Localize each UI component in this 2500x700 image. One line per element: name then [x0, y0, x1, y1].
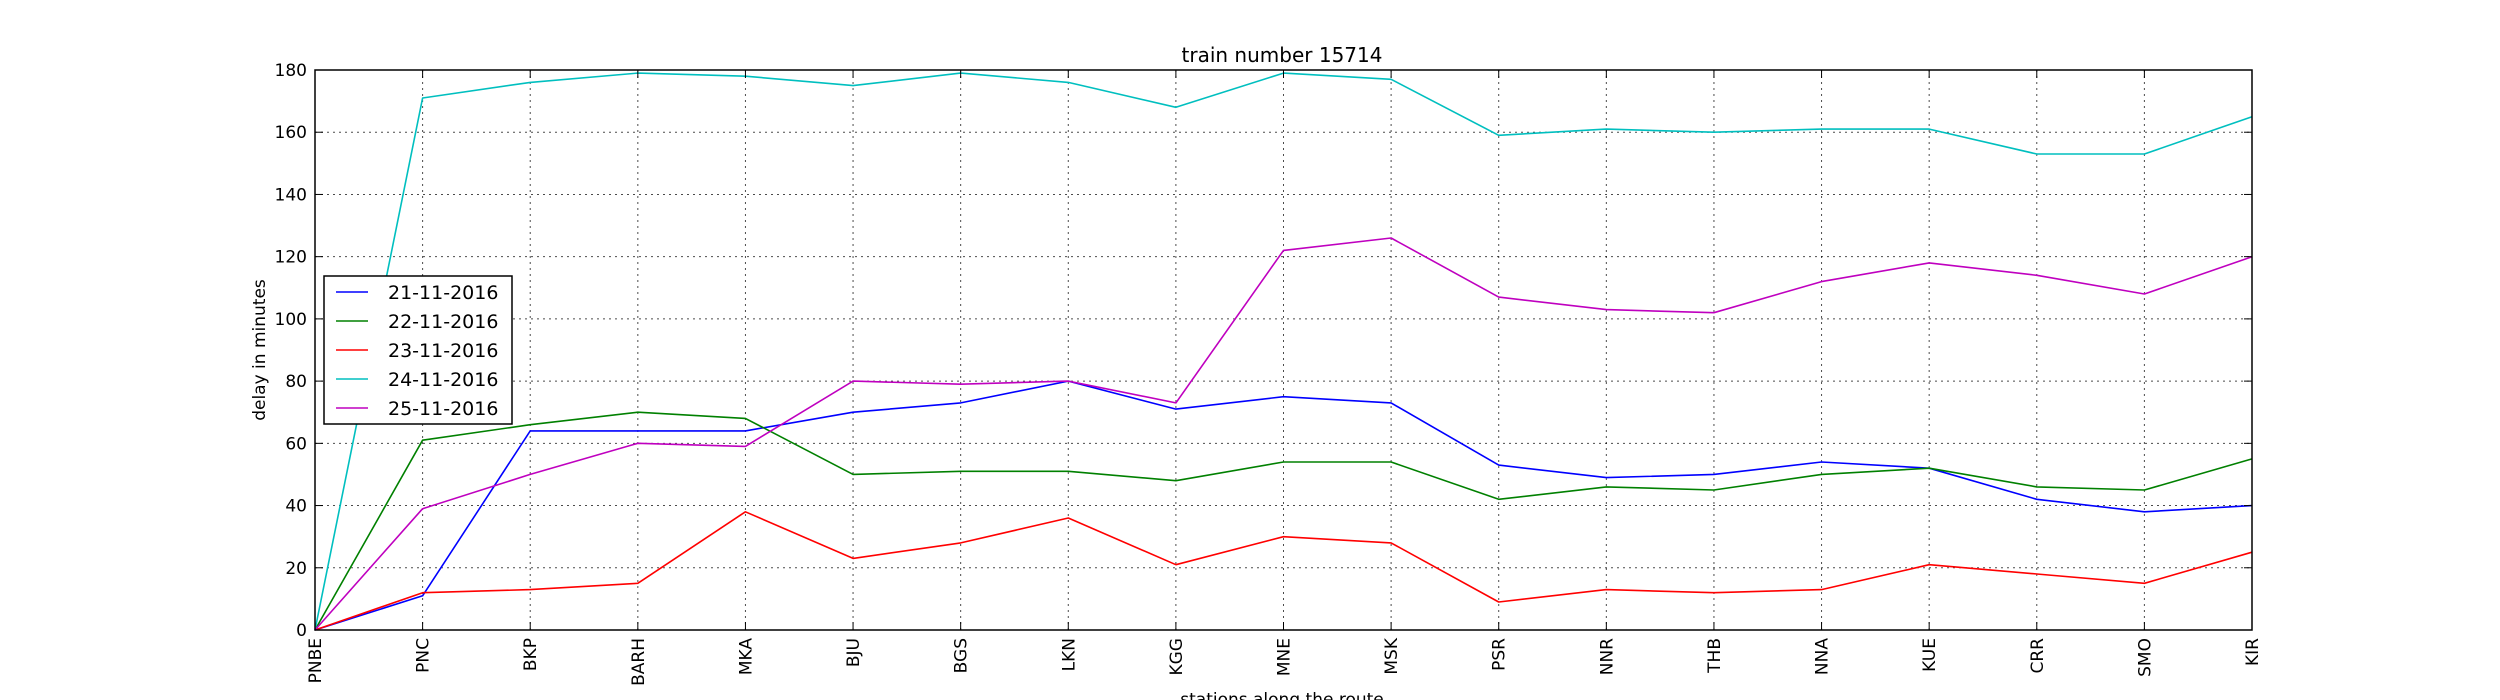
y-tick-label: 0 [296, 621, 307, 641]
x-tick-label: MKA [736, 638, 756, 676]
y-tick-label: 120 [275, 248, 307, 268]
x-tick-label: PNC [414, 638, 434, 673]
series-layer [314, 72, 2253, 631]
legend-label: 21-11-2016 [388, 282, 498, 304]
y-axis-label: delay in minutes [250, 279, 270, 421]
y-tick-label: 60 [285, 434, 307, 454]
x-tick-label: CRR [2028, 638, 2048, 674]
x-tick-label: KIR [2243, 638, 2263, 666]
x-tick-label: NNR [1597, 638, 1617, 675]
x-tick-label: SMO [2135, 638, 2155, 677]
legend-label: 22-11-2016 [388, 311, 498, 333]
y-tick-label: 160 [275, 123, 307, 143]
x-axis-label: stations along the route [1180, 690, 1384, 700]
y-tick-label: 40 [285, 497, 307, 517]
x-tick-label: PNBE [306, 638, 326, 683]
x-tick-label: NNA [1813, 638, 1833, 675]
series-line-22-11-2016 [314, 411, 2253, 631]
y-tick-label: 80 [285, 372, 307, 392]
y-tick-label: 180 [275, 61, 307, 81]
x-tick-label: MNE [1275, 638, 1295, 676]
x-tick-label: KGG [1167, 638, 1187, 676]
x-tick-label: THB [1705, 638, 1725, 674]
x-tick-label: BJU [844, 638, 864, 667]
series-line-23-11-2016 [314, 510, 2253, 631]
x-tick-label: PSR [1490, 638, 1510, 671]
x-tick-label: BGS [952, 638, 972, 673]
x-tick-label: MSK [1382, 637, 1402, 674]
legend-label: 24-11-2016 [388, 369, 498, 391]
grid-layer [314, 69, 2253, 631]
x-tick-label: BARH [629, 638, 649, 686]
x-tick-label: KUE [1920, 638, 1940, 672]
x-tick-label: BKP [521, 638, 541, 671]
legend-label: 23-11-2016 [388, 340, 498, 362]
y-tick-label: 140 [275, 185, 307, 205]
series-line-25-11-2016 [314, 237, 2253, 631]
x-tick-label: LKN [1059, 638, 1079, 671]
chart-title: train number 15714 [1182, 43, 1383, 67]
y-tick-label: 100 [275, 310, 307, 330]
legend: 21-11-2016 22-11-2016 23-11-2016 24-11-2016… [323, 275, 513, 425]
legend-label: 25-11-2016 [388, 398, 498, 420]
tick-layer: 0 20 40 60 80 100 120 140 160 180 PNBE PNC BKP BARH MK… [275, 61, 2263, 686]
series-line-24-11-2016 [314, 72, 2253, 631]
y-tick-label: 20 [285, 559, 307, 579]
